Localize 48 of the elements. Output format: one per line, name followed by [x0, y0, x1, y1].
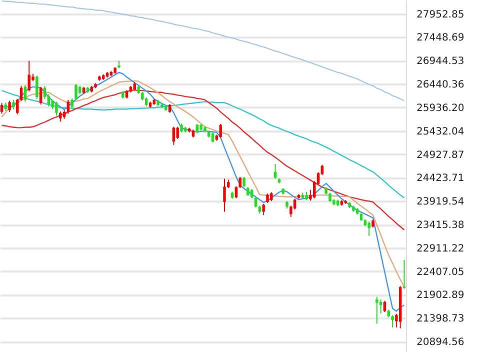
y-tick-label: 22407.05	[416, 266, 464, 278]
y-tick-label: 24927.87	[416, 150, 464, 161]
candlestick	[328, 192, 332, 203]
candlestick	[266, 193, 269, 204]
candlestick	[196, 123, 199, 134]
y-tick-label: 26440.36	[416, 80, 464, 91]
candlestick	[66, 99, 70, 114]
candlestick	[36, 75, 38, 100]
candlestick	[59, 110, 62, 122]
candlestick	[176, 126, 179, 140]
y-tick-label: 27448.69	[416, 32, 464, 44]
candlestick	[234, 186, 238, 199]
candlestick	[55, 101, 58, 116]
candlestick	[274, 163, 277, 180]
candlestick	[219, 123, 222, 138]
candlestick	[70, 98, 74, 110]
y-tick-label: 23919.54	[416, 196, 464, 208]
y-tick-label: 20894.56	[416, 337, 464, 348]
candlestick	[293, 198, 296, 210]
candlestick	[223, 178, 226, 212]
candlestick	[28, 60, 30, 92]
y-tick-label: 23415.38	[416, 220, 464, 232]
candlestick	[402, 260, 406, 290]
y-tick-label: 25432.04	[416, 126, 464, 138]
y-tick-label: 21902.89	[416, 290, 464, 302]
candlestick	[20, 85, 23, 102]
y-tick-label: 24423.71	[416, 173, 464, 184]
candlestick	[24, 84, 27, 102]
candlestick	[51, 99, 54, 110]
candlestick	[0, 102, 4, 114]
y-tick-label: 26944.53	[416, 56, 464, 68]
candlestick	[16, 98, 19, 115]
candlestick	[242, 176, 246, 188]
candlestick	[74, 84, 78, 100]
candlestick	[376, 296, 378, 324]
y-tick-label: 27952.85	[416, 9, 464, 20]
candlestick	[368, 221, 370, 236]
candlestick	[8, 100, 11, 112]
candlestick	[262, 203, 265, 216]
y-tick-label: 22911.22	[416, 243, 464, 254]
y-tick-label: 25936.20	[416, 102, 464, 114]
line-series	[1, 89, 405, 230]
candlestick	[391, 314, 394, 328]
y-tick-label: 21398.73	[416, 314, 464, 325]
line-series	[1, 0, 405, 102]
candlestick	[250, 188, 254, 199]
candlestick	[12, 99, 15, 110]
candlestick	[172, 126, 176, 146]
